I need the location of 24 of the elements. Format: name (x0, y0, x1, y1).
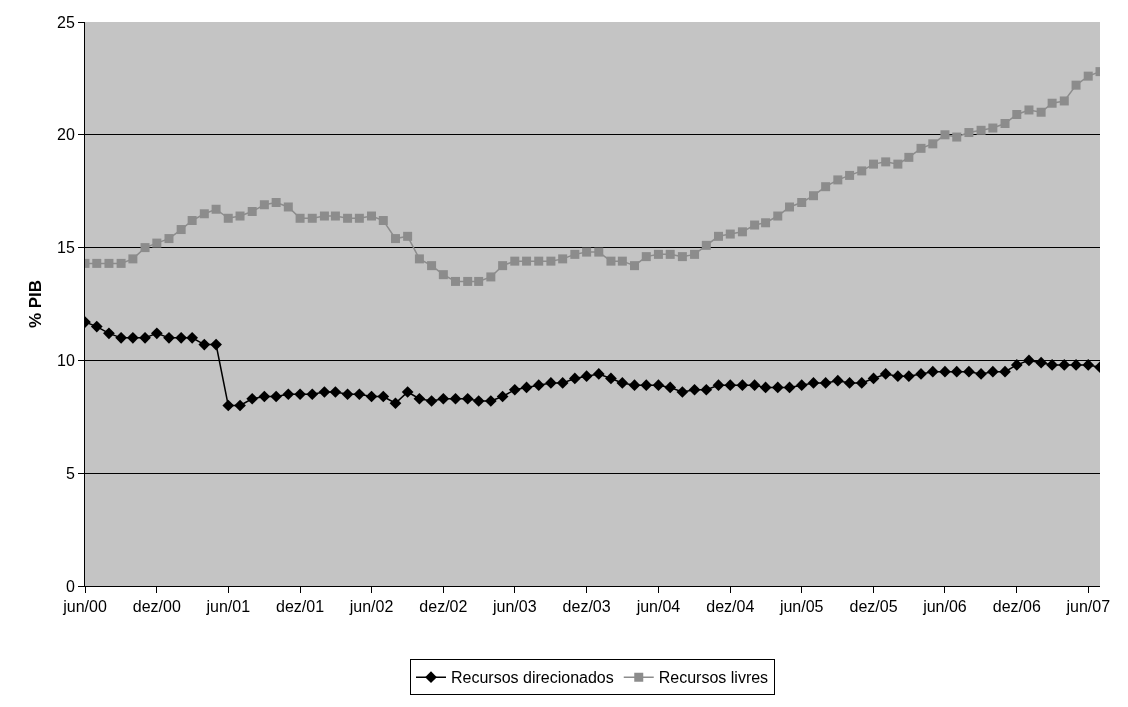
x-tick-label: dez/05 (849, 598, 898, 616)
x-tick-label: jun/05 (778, 598, 824, 616)
x-tick-label: dez/01 (276, 598, 325, 616)
legend-label: Recursos livres (658, 669, 769, 687)
x-tick-label: jun/06 (922, 598, 967, 616)
y-tick-label: 25 (57, 13, 75, 31)
y-tick-label: 20 (57, 126, 75, 144)
x-tick-label: dez/04 (706, 598, 755, 616)
x-tick-label: dez/03 (562, 598, 611, 616)
x-tick-label: jun/02 (348, 598, 394, 616)
x-tick-label: jun/00 (62, 598, 107, 616)
y-tick-label: 0 (65, 577, 75, 595)
legend-label: Recursos direcionados (451, 669, 614, 687)
x-tick-label: jun/04 (635, 598, 681, 616)
x-tick-label: jun/07 (1065, 598, 1111, 616)
y-tick-label: 10 (57, 352, 75, 369)
y-tick-label: 15 (57, 239, 75, 257)
x-tick-label: dez/02 (419, 598, 468, 616)
y-tick-label: 5 (65, 464, 75, 482)
x-tick-label: dez/06 (992, 598, 1041, 616)
x-tick-label: jun/01 (205, 598, 251, 616)
x-tick-label: jun/03 (491, 598, 537, 616)
y-axis-title: % PIB (26, 279, 45, 329)
x-tick-label: dez/00 (132, 598, 181, 616)
